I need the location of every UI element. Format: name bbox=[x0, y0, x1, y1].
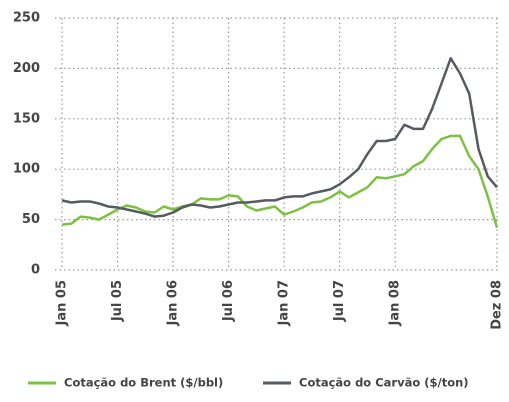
y-tick-label: 250 bbox=[13, 11, 40, 26]
line bbox=[61, 57, 498, 218]
legend-label: Cotação do Carvão ($/ton) bbox=[299, 376, 469, 390]
x-tick-label: Jan 08 bbox=[388, 280, 403, 326]
x-tick-label: Dez 08 bbox=[490, 280, 505, 330]
x-tick-label: Jan 06 bbox=[166, 280, 181, 326]
y-tick-label: 100 bbox=[13, 162, 40, 177]
y-tick-label: 0 bbox=[31, 263, 40, 278]
line bbox=[61, 134, 499, 229]
x-tick-label: Jul 07 bbox=[332, 280, 347, 322]
legend-label: Cotação do Brent ($/bbl) bbox=[64, 376, 223, 390]
x-tick-label: Jan 05 bbox=[55, 280, 70, 326]
x-tick-label: Jul 05 bbox=[110, 280, 125, 322]
x-tick-label: Jan 07 bbox=[277, 280, 292, 326]
y-tick-label: 150 bbox=[13, 111, 40, 126]
y-tick-label: 200 bbox=[13, 61, 40, 76]
y-tick-label: 50 bbox=[22, 212, 40, 227]
x-tick-label: Jul 06 bbox=[221, 280, 236, 322]
